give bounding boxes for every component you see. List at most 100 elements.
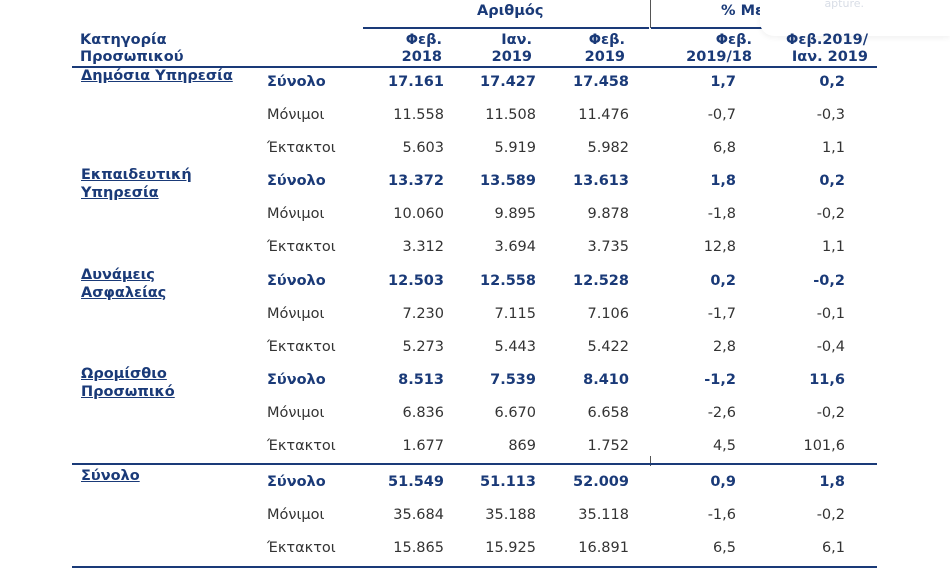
cell-v1: 8.513	[398, 372, 444, 388]
cell-v1: 5.273	[402, 339, 444, 356]
cell-v2: 35.188	[485, 507, 536, 524]
cell-v2: 13.589	[480, 173, 536, 189]
cell-p1: 1,7	[710, 74, 736, 90]
row-label: Μόνιμοι	[267, 206, 325, 223]
cell-v3: 9.878	[587, 206, 629, 223]
header-rule-count	[363, 27, 649, 29]
cell-p1: 12,8	[703, 239, 736, 256]
cell-p2: 1,1	[821, 140, 845, 157]
table-bottom-rule	[72, 566, 877, 568]
cell-v3: 12.528	[573, 273, 629, 289]
cell-p2: -0,2	[816, 507, 845, 524]
row-label: Μόνιμοι	[267, 405, 325, 422]
cell-v3: 8.410	[583, 372, 629, 388]
cell-v1: 35.684	[393, 507, 444, 524]
header-col-feb2019: Φεβ. 2019	[584, 32, 625, 65]
cell-p2: -0,2	[816, 405, 845, 422]
cell-v3: 5.982	[587, 140, 629, 157]
header-col-feb2018: Φεβ. 2018	[401, 32, 442, 65]
cell-v2: 15.925	[485, 540, 536, 557]
row-label: Έκτακτοι	[267, 239, 336, 256]
cell-p2: 6,1	[821, 540, 845, 557]
overlay-text: apture.	[824, 0, 864, 10]
row-label: Σύνολο	[267, 474, 326, 490]
cell-v1: 1.677	[402, 438, 444, 455]
footer-vertical-separator	[650, 456, 651, 466]
row-label: Μόνιμοι	[267, 107, 325, 124]
row-label: Σύνολο	[267, 273, 326, 289]
row-label: Σύνολο	[267, 74, 326, 90]
cell-v2: 869	[508, 438, 536, 455]
category-label: Δημόσια Υπηρεσία	[81, 68, 233, 84]
cell-p2: 101,6	[803, 438, 845, 455]
cell-v2: 9.895	[494, 206, 536, 223]
cell-p2: -0,1	[816, 306, 845, 323]
cell-v1: 6.836	[402, 405, 444, 422]
cell-v3: 11.476	[578, 107, 629, 124]
cell-p1: -1,2	[704, 372, 736, 388]
cell-p2: 1,1	[821, 239, 845, 256]
cell-v3: 3.735	[587, 239, 629, 256]
cell-v1: 10.060	[393, 206, 444, 223]
cell-p2: 0,2	[819, 74, 845, 90]
cell-v2: 7.539	[490, 372, 536, 388]
header-bottom-rule	[72, 66, 877, 68]
cell-p1: 0,9	[710, 474, 736, 490]
category-label: Εκπαιδευτική Υπηρεσία	[81, 167, 192, 201]
cell-v3: 13.613	[573, 173, 629, 189]
header-col-change-mom: Φεβ.2019/ Ιαν. 2019	[786, 32, 868, 65]
cell-p2: -0,2	[816, 206, 845, 223]
row-label: Έκτακτοι	[267, 339, 336, 356]
cell-v3: 52.009	[573, 474, 629, 490]
cell-p1: -0,7	[707, 107, 736, 124]
cell-p1: 6,5	[712, 540, 736, 557]
cell-p2: 1,8	[819, 474, 845, 490]
cell-p2: -0,2	[813, 273, 845, 289]
cell-v2: 17.427	[480, 74, 536, 90]
cell-v3: 16.891	[578, 540, 629, 557]
header-col-change-yoy: Φεβ. 2019/18	[686, 32, 752, 65]
cell-p1: 4,5	[712, 438, 736, 455]
row-label: Μόνιμοι	[267, 306, 325, 323]
cell-v3: 5.422	[587, 339, 629, 356]
cell-v3: 7.106	[587, 306, 629, 323]
cell-v1: 51.549	[388, 474, 444, 490]
category-label: Σύνολο	[81, 468, 140, 484]
cell-p2: 11,6	[809, 372, 845, 388]
cell-v2: 5.919	[494, 140, 536, 157]
row-label: Έκτακτοι	[267, 438, 336, 455]
category-label: Δυνάμεις Ασφαλείας	[81, 267, 167, 301]
cell-p1: 1,8	[710, 173, 736, 189]
cell-v1: 17.161	[388, 74, 444, 90]
cell-p1: -1,8	[707, 206, 736, 223]
cell-p2: 0,2	[819, 173, 845, 189]
header-group-count: Αριθμός	[477, 3, 544, 19]
cell-v2: 7.115	[494, 306, 536, 323]
cell-v2: 3.694	[494, 239, 536, 256]
header-category: Κατηγορία Προσωπικού	[80, 32, 184, 65]
cell-v2: 51.113	[480, 474, 536, 490]
cell-v3: 6.658	[587, 405, 629, 422]
cell-v2: 5.443	[494, 339, 536, 356]
cell-v2: 12.558	[480, 273, 536, 289]
corner-overlay: apture.	[760, 0, 950, 36]
row-label: Σύνολο	[267, 173, 326, 189]
cell-p2: -0,3	[816, 107, 845, 124]
row-label: Έκτακτοι	[267, 540, 336, 557]
row-label: Μόνιμοι	[267, 507, 325, 524]
cell-p2: -0,4	[816, 339, 845, 356]
header-col-jan2019: Ιαν. 2019	[491, 32, 532, 65]
cell-v1: 13.372	[388, 173, 444, 189]
cell-v1: 7.230	[402, 306, 444, 323]
cell-v1: 3.312	[402, 239, 444, 256]
row-label: Έκτακτοι	[267, 140, 336, 157]
cell-v3: 1.752	[587, 438, 629, 455]
cell-p1: 0,2	[710, 273, 736, 289]
cell-v1: 12.503	[388, 273, 444, 289]
cell-p1: 2,8	[712, 339, 736, 356]
cell-p1: -1,7	[707, 306, 736, 323]
cell-v1: 11.558	[393, 107, 444, 124]
cell-v3: 35.118	[578, 507, 629, 524]
total-top-rule	[72, 463, 877, 465]
cell-p1: -1,6	[707, 507, 736, 524]
